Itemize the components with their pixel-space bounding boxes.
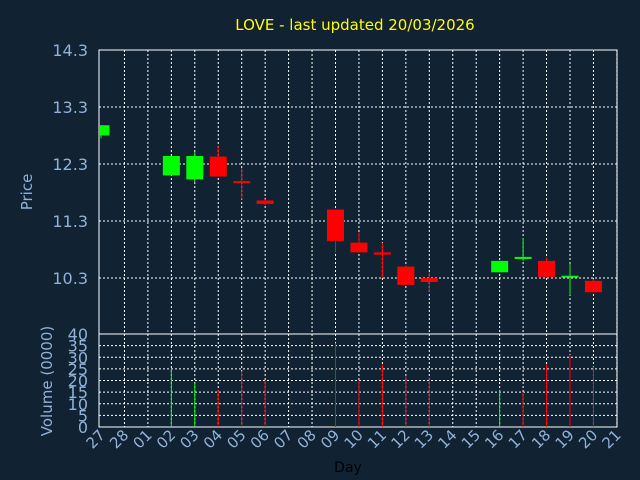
candle-body	[327, 209, 344, 241]
volume-tick-label: 40	[68, 325, 88, 344]
day-tick-label: 20	[575, 426, 601, 452]
candle-body	[162, 156, 180, 176]
candle	[397, 265, 415, 285]
volume-tick-label: 20	[68, 372, 88, 391]
chart-title: LOVE - last updated 20/03/2026	[235, 16, 474, 34]
day-tick-label: 09	[317, 426, 343, 452]
day-tick-label: 10	[341, 426, 367, 452]
candle	[233, 167, 251, 200]
candle	[561, 263, 579, 296]
day-tick-label: 03	[176, 426, 202, 452]
day-tick-label: 17	[505, 426, 531, 452]
candle-body	[209, 156, 227, 177]
candle	[327, 209, 344, 253]
price-panel: 14.3 13.3 12.3 11.3 10.3 Price	[18, 41, 618, 335]
price-tick-label: 10.3	[52, 269, 88, 288]
candle-body	[350, 242, 368, 253]
volume-tick-label: 30	[68, 348, 88, 367]
volume-grid	[99, 334, 618, 427]
price-y-ticks: 14.3 13.3 12.3 11.3 10.3	[52, 41, 88, 288]
day-axis-label: Day	[334, 460, 362, 476]
candle	[186, 152, 204, 183]
day-tick-label: 19	[552, 426, 578, 452]
candle	[256, 199, 274, 206]
day-tick-label: 12	[387, 426, 413, 452]
volume-tick-label: 10	[68, 395, 88, 414]
volume-tick-label: 5	[78, 406, 88, 425]
candle	[420, 272, 438, 293]
candle	[350, 232, 368, 253]
price-grid	[99, 50, 618, 334]
day-tick-label: 13	[411, 426, 437, 452]
price-tick-label: 11.3	[52, 212, 88, 231]
candle	[491, 260, 509, 273]
day-tick-label: 07	[270, 426, 296, 452]
candle-body	[491, 260, 509, 273]
candle	[514, 238, 532, 261]
candle-body	[514, 256, 532, 259]
day-tick-label: 28	[106, 426, 132, 452]
day-tick-label: 05	[223, 426, 249, 452]
candle-body	[561, 275, 579, 278]
day-x-ticks: 2728010203040506070809101112131415161718…	[83, 426, 625, 452]
price-tick-label: 12.3	[52, 155, 88, 174]
day-tick-label: 15	[458, 426, 484, 452]
day-tick-label: 04	[200, 426, 226, 452]
candle-body	[538, 260, 556, 277]
volume-axis-label: Volume (0000)	[38, 326, 56, 436]
candle-body	[420, 278, 438, 282]
day-tick-label: 18	[528, 426, 554, 452]
price-tick-label: 13.3	[52, 98, 88, 117]
day-tick-label: 21	[598, 426, 624, 452]
price-plot-area	[98, 49, 618, 335]
volume-bars	[170, 343, 594, 427]
day-tick-label: 16	[481, 426, 507, 452]
volume-tick-label: 25	[68, 360, 88, 379]
volume-tick-label: 35	[68, 337, 88, 356]
day-tick-label: 08	[294, 426, 320, 452]
candle-body	[186, 156, 204, 180]
candle	[99, 125, 110, 139]
candle-body	[584, 280, 602, 293]
day-tick-label: 14	[434, 426, 460, 452]
day-tick-label: 01	[129, 426, 155, 452]
candles	[99, 125, 602, 296]
volume-tick-label: 0	[78, 418, 88, 437]
day-tick-label: 06	[247, 426, 273, 452]
day-tick-label: 11	[364, 426, 390, 452]
candle-body	[256, 200, 274, 204]
candle	[584, 279, 602, 293]
candle	[538, 258, 556, 277]
candle-body	[373, 252, 391, 255]
volume-tick-label: 15	[68, 383, 88, 402]
candle-body	[99, 125, 110, 136]
candle	[373, 242, 391, 278]
day-tick-label: 02	[153, 426, 179, 452]
candle-body	[233, 181, 251, 184]
candle-body	[397, 266, 415, 285]
candle	[209, 146, 227, 177]
price-axis-label: Price	[18, 174, 36, 211]
price-tick-label: 14.3	[52, 41, 88, 60]
candle	[162, 156, 180, 176]
